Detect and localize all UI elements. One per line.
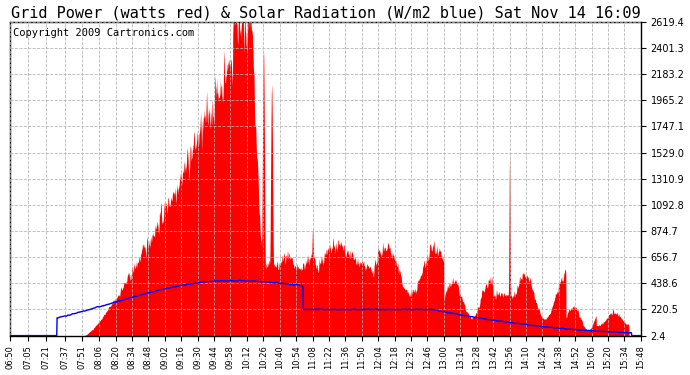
Title: Grid Power (watts red) & Solar Radiation (W/m2 blue) Sat Nov 14 16:09: Grid Power (watts red) & Solar Radiation… <box>10 6 640 21</box>
Text: Copyright 2009 Cartronics.com: Copyright 2009 Cartronics.com <box>13 28 195 38</box>
